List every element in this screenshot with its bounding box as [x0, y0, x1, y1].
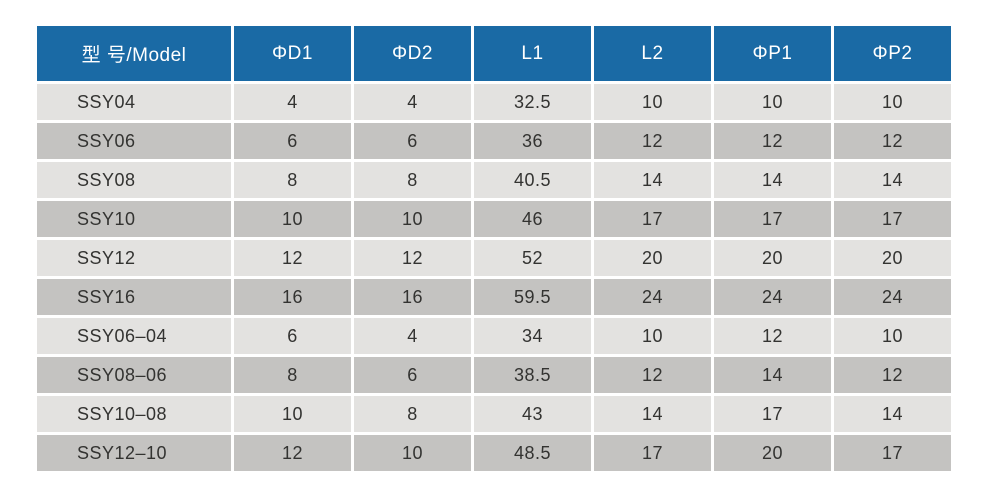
- column-header-l2: L2: [594, 26, 711, 81]
- column-header-l1: L1: [474, 26, 591, 81]
- table-row: SSY16 16 16 59.5 24 24 24: [37, 279, 951, 315]
- value-cell-l1: 34: [474, 318, 591, 354]
- value-cell-d2: 10: [354, 435, 471, 471]
- header-row: 型 号/Model ΦD1 ΦD2 L1 L2 ΦP1 ΦP2: [37, 26, 951, 81]
- value-cell-p2: 17: [834, 435, 951, 471]
- model-cell: SSY06: [37, 123, 231, 159]
- table-row: SSY10–08 10 8 43 14 17 14: [37, 396, 951, 432]
- value-cell-d2: 16: [354, 279, 471, 315]
- value-cell-d1: 8: [234, 162, 351, 198]
- value-cell-p1: 14: [714, 162, 831, 198]
- value-cell-l1: 48.5: [474, 435, 591, 471]
- column-header-model: 型 号/Model: [37, 26, 231, 81]
- value-cell-p2: 10: [834, 84, 951, 120]
- value-cell-d1: 12: [234, 240, 351, 276]
- table-row: SSY10 10 10 46 17 17 17: [37, 201, 951, 237]
- model-cell: SSY06–04: [37, 318, 231, 354]
- table-row: SSY12–10 12 10 48.5 17 20 17: [37, 435, 951, 471]
- column-header-d1: ΦD1: [234, 26, 351, 81]
- table-row: SSY04 4 4 32.5 10 10 10: [37, 84, 951, 120]
- value-cell-p2: 24: [834, 279, 951, 315]
- value-cell-d1: 12: [234, 435, 351, 471]
- value-cell-p1: 17: [714, 396, 831, 432]
- value-cell-d1: 6: [234, 318, 351, 354]
- value-cell-l2: 14: [594, 162, 711, 198]
- column-header-p2: ΦP2: [834, 26, 951, 81]
- table-row: SSY12 12 12 52 20 20 20: [37, 240, 951, 276]
- value-cell-p2: 20: [834, 240, 951, 276]
- value-cell-d2: 4: [354, 318, 471, 354]
- value-cell-d1: 8: [234, 357, 351, 393]
- value-cell-p1: 20: [714, 240, 831, 276]
- value-cell-l1: 36: [474, 123, 591, 159]
- value-cell-p1: 12: [714, 123, 831, 159]
- value-cell-d2: 6: [354, 123, 471, 159]
- value-cell-d1: 16: [234, 279, 351, 315]
- value-cell-l2: 10: [594, 318, 711, 354]
- column-header-p1: ΦP1: [714, 26, 831, 81]
- value-cell-p2: 14: [834, 396, 951, 432]
- value-cell-l2: 14: [594, 396, 711, 432]
- value-cell-l2: 17: [594, 435, 711, 471]
- model-cell: SSY04: [37, 84, 231, 120]
- model-cell: SSY08: [37, 162, 231, 198]
- column-header-d2: ΦD2: [354, 26, 471, 81]
- value-cell-d2: 12: [354, 240, 471, 276]
- model-cell: SSY10–08: [37, 396, 231, 432]
- value-cell-l2: 10: [594, 84, 711, 120]
- value-cell-d1: 10: [234, 396, 351, 432]
- value-cell-l1: 59.5: [474, 279, 591, 315]
- table-row: SSY06–04 6 4 34 10 12 10: [37, 318, 951, 354]
- value-cell-d2: 4: [354, 84, 471, 120]
- value-cell-d2: 8: [354, 162, 471, 198]
- model-cell: SSY12: [37, 240, 231, 276]
- value-cell-l1: 52: [474, 240, 591, 276]
- value-cell-p2: 12: [834, 357, 951, 393]
- spec-table: 型 号/Model ΦD1 ΦD2 L1 L2 ΦP1 ΦP2 SSY04 4 …: [34, 23, 954, 474]
- value-cell-l2: 12: [594, 123, 711, 159]
- value-cell-d2: 8: [354, 396, 471, 432]
- value-cell-d1: 4: [234, 84, 351, 120]
- value-cell-l2: 12: [594, 357, 711, 393]
- value-cell-p1: 20: [714, 435, 831, 471]
- value-cell-d2: 10: [354, 201, 471, 237]
- value-cell-d1: 6: [234, 123, 351, 159]
- value-cell-l1: 40.5: [474, 162, 591, 198]
- value-cell-l1: 46: [474, 201, 591, 237]
- value-cell-p2: 17: [834, 201, 951, 237]
- table-row: SSY06 6 6 36 12 12 12: [37, 123, 951, 159]
- model-cell: SSY12–10: [37, 435, 231, 471]
- value-cell-l2: 17: [594, 201, 711, 237]
- value-cell-p1: 17: [714, 201, 831, 237]
- value-cell-p1: 10: [714, 84, 831, 120]
- value-cell-p2: 12: [834, 123, 951, 159]
- value-cell-l2: 24: [594, 279, 711, 315]
- table-row: SSY08–06 8 6 38.5 12 14 12: [37, 357, 951, 393]
- model-cell: SSY16: [37, 279, 231, 315]
- value-cell-d2: 6: [354, 357, 471, 393]
- value-cell-p1: 14: [714, 357, 831, 393]
- value-cell-p2: 10: [834, 318, 951, 354]
- value-cell-p1: 24: [714, 279, 831, 315]
- table-row: SSY08 8 8 40.5 14 14 14: [37, 162, 951, 198]
- value-cell-p1: 12: [714, 318, 831, 354]
- value-cell-l1: 38.5: [474, 357, 591, 393]
- value-cell-l1: 32.5: [474, 84, 591, 120]
- model-cell: SSY08–06: [37, 357, 231, 393]
- value-cell-l1: 43: [474, 396, 591, 432]
- value-cell-d1: 10: [234, 201, 351, 237]
- value-cell-l2: 20: [594, 240, 711, 276]
- value-cell-p2: 14: [834, 162, 951, 198]
- model-cell: SSY10: [37, 201, 231, 237]
